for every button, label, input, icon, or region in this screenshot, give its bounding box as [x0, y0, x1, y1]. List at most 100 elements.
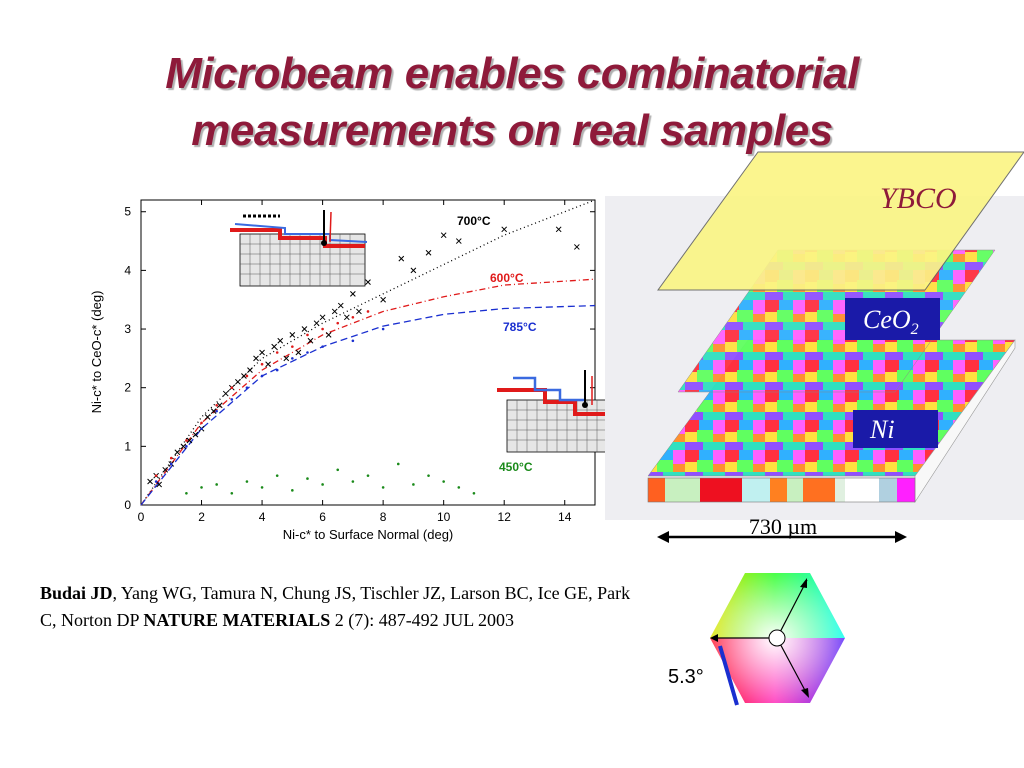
data-point-x	[425, 249, 432, 256]
data-point-x	[398, 255, 405, 262]
data-point-x	[313, 320, 320, 327]
angle-label: 5.3°	[668, 666, 704, 688]
data-point	[169, 456, 173, 460]
fit-curve	[140, 278, 596, 506]
ni-label: Ni	[869, 415, 895, 444]
data-point-x	[325, 332, 332, 338]
data-point-x	[283, 355, 290, 362]
data-point	[275, 351, 279, 354]
data-point-x	[343, 314, 350, 321]
data-point	[215, 409, 218, 413]
data-point	[351, 316, 355, 319]
annotation-700C: 700°C	[457, 214, 491, 228]
x-tick-label: 14	[558, 510, 572, 524]
ni-edge-strip	[647, 477, 916, 503]
ceo2-label-box	[845, 298, 940, 340]
data-point	[260, 374, 264, 378]
citation-first-author: Budai JD	[40, 583, 113, 603]
x-tick-label: 2	[198, 510, 205, 524]
y-axis-label: Ni-c* to CeO-c* (deg)	[89, 291, 104, 414]
data-point	[291, 357, 294, 360]
data-point	[351, 480, 355, 483]
data-point	[321, 483, 324, 486]
data-point	[336, 468, 340, 472]
data-point	[200, 421, 203, 425]
data-point-x	[307, 337, 314, 344]
data-point	[275, 474, 279, 477]
y-tick-label: 1	[124, 439, 131, 453]
data-point	[245, 480, 249, 483]
data-point-x	[277, 337, 284, 344]
data-point-x	[241, 373, 247, 379]
data-point-x	[289, 332, 296, 338]
data-point-x	[192, 431, 199, 438]
data-point-x	[174, 449, 181, 456]
data-point	[396, 462, 400, 466]
data-point	[245, 386, 249, 389]
data-point	[154, 474, 158, 477]
slide-title-line1: Microbeam enables combinatorial	[165, 49, 859, 98]
data-point	[230, 398, 234, 401]
hexagon-center	[768, 629, 786, 647]
data-point	[200, 427, 203, 431]
annotation-785C: 785°C	[503, 320, 537, 334]
data-point	[185, 445, 188, 448]
data-point-x	[380, 296, 386, 303]
citation-journal: NATURE MATERIALS	[143, 610, 331, 630]
x-tick-label: 0	[138, 510, 145, 524]
data-point	[306, 477, 309, 480]
data-point-x	[356, 308, 362, 315]
layered-film-illustration: Ni CeO2 YBCO 730 µm	[605, 150, 1024, 550]
data-point-x	[186, 437, 193, 444]
orientation-color-key: 5.3°	[660, 560, 860, 710]
annotation-600C: 600°C	[490, 271, 524, 285]
data-point	[351, 339, 355, 343]
data-point-x	[440, 232, 447, 239]
data-point	[275, 368, 279, 372]
y-tick-label: 3	[124, 322, 131, 336]
data-point	[230, 386, 234, 389]
data-point-x	[501, 226, 508, 233]
data-point-x	[319, 314, 326, 321]
scale-label: 730 µm	[749, 514, 817, 539]
y-tick-label: 0	[124, 498, 131, 512]
data-point-x	[350, 290, 356, 297]
data-point	[306, 351, 309, 354]
data-point-x	[455, 238, 462, 244]
data-point-x	[234, 378, 241, 385]
data-point	[291, 345, 294, 348]
data-point-x	[204, 414, 211, 420]
ni-label-box	[853, 410, 938, 448]
data-point-x	[573, 244, 580, 250]
data-point-x	[222, 390, 229, 397]
data-point	[260, 486, 264, 489]
data-point	[442, 480, 445, 483]
citation: Budai JD, Yang WG, Tamura N, Chung JS, T…	[40, 580, 640, 634]
x-axis-label: Ni-c* to Surface Normal (deg)	[283, 527, 454, 542]
data-point-x	[216, 402, 223, 409]
data-point	[321, 327, 324, 331]
fit-curve	[140, 304, 596, 506]
data-point-x	[253, 355, 259, 362]
data-point	[366, 310, 370, 313]
data-point-x	[147, 478, 153, 485]
citation-volume: 2 (7): 487-492 JUL 2003	[330, 610, 515, 630]
data-point	[366, 474, 370, 477]
citation-authors: , Yang WG, Tamura N, Chung JS, Tischler …	[40, 583, 631, 630]
data-point	[169, 462, 173, 466]
data-point-x	[331, 308, 338, 315]
data-point-x	[337, 302, 344, 309]
x-tick-label: 6	[319, 510, 326, 524]
data-point	[245, 374, 249, 378]
data-point-x	[210, 408, 217, 415]
data-point	[185, 491, 188, 495]
data-point	[200, 486, 203, 489]
data-point-x	[301, 326, 308, 332]
data-point-x	[555, 226, 562, 233]
ceo2-label: CeO2	[863, 305, 919, 338]
data-point-x	[247, 367, 253, 373]
data-point	[230, 491, 234, 495]
annotation-450C: 450°C	[499, 460, 533, 474]
